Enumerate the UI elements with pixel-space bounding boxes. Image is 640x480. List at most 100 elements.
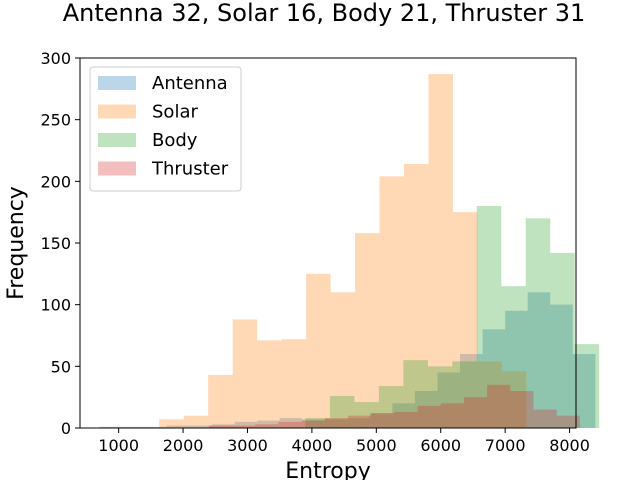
series-antenna <box>99 292 596 428</box>
bar <box>121 426 145 428</box>
bar <box>463 397 488 428</box>
bar <box>533 409 557 428</box>
bar <box>477 361 502 428</box>
y-tick-label: 200 <box>40 172 71 191</box>
y-axis-label: Frequency <box>4 186 29 300</box>
bar <box>279 418 303 428</box>
y-tick-label: 300 <box>40 49 71 68</box>
x-tick-label: 7000 <box>485 436 526 455</box>
bar <box>324 419 348 428</box>
bar <box>403 360 428 428</box>
series-solar <box>159 74 527 428</box>
bar <box>414 391 438 428</box>
legend-swatch <box>98 161 136 176</box>
bar <box>379 176 405 428</box>
y-tick-label: 50 <box>51 357 71 376</box>
bar <box>428 74 453 428</box>
bar <box>301 420 325 428</box>
bar <box>452 361 477 428</box>
legend-swatch <box>98 76 136 90</box>
bar <box>208 425 233 428</box>
bar <box>556 415 580 428</box>
bar <box>281 339 307 428</box>
bar <box>476 206 502 428</box>
bar <box>329 395 355 428</box>
bar <box>392 403 415 428</box>
x-tick-label: 1000 <box>98 436 139 455</box>
bar <box>257 420 280 428</box>
legend-label: Solar <box>152 102 198 123</box>
y-tick-label: 100 <box>40 296 71 315</box>
bar <box>302 419 325 428</box>
x-tick-label: 5000 <box>356 436 397 455</box>
chart-title: Antenna 32, Solar 16, Body 21, Thruster … <box>63 0 586 27</box>
bar <box>330 292 356 428</box>
y-axis: 0 50 100 150 200 250 300 <box>40 49 80 438</box>
series-thruster <box>208 384 580 428</box>
bar <box>482 329 506 428</box>
bar <box>232 319 258 428</box>
x-tick-label: 3000 <box>227 436 268 455</box>
legend-frame <box>89 66 242 192</box>
bar <box>460 354 483 428</box>
bar <box>159 419 184 428</box>
x-tick-label: 2000 <box>163 436 204 455</box>
legend-label: Body <box>152 130 198 151</box>
bar <box>355 233 380 428</box>
bar <box>510 391 534 428</box>
x-tick-label: 8000 <box>549 436 590 455</box>
bar <box>324 418 348 428</box>
bar <box>487 384 511 428</box>
bar <box>525 218 551 428</box>
bar <box>278 421 302 428</box>
bar <box>232 425 256 428</box>
bar <box>305 418 330 428</box>
bar <box>440 403 464 428</box>
bar <box>183 415 209 428</box>
bar <box>527 292 551 428</box>
bar <box>394 411 418 428</box>
bar <box>437 372 461 428</box>
bar <box>208 374 233 428</box>
bar <box>378 386 404 428</box>
bar <box>574 344 600 428</box>
bar <box>306 273 331 428</box>
bar <box>369 413 393 428</box>
bar <box>452 212 478 428</box>
bar <box>572 354 596 428</box>
bar <box>144 426 167 428</box>
bar <box>189 425 213 428</box>
bar <box>417 405 441 428</box>
bar <box>166 425 190 428</box>
bar <box>550 252 575 428</box>
y-tick-label: 250 <box>40 111 71 130</box>
legend-swatch <box>98 104 136 119</box>
legend: Antenna Solar Body Thruster <box>89 66 242 192</box>
x-axis: 1000 2000 3000 4000 5000 6000 7000 8000 <box>98 428 590 455</box>
bar <box>427 366 453 428</box>
legend-label: Antenna <box>152 73 228 94</box>
series-body <box>305 206 600 428</box>
bar <box>505 310 528 428</box>
bar <box>404 164 429 428</box>
legend-swatch <box>98 133 136 147</box>
x-tick-label: 4000 <box>292 436 333 455</box>
bar <box>354 402 379 428</box>
bar <box>257 340 282 428</box>
bar <box>501 286 526 428</box>
bar <box>371 413 395 428</box>
bars-layer <box>99 74 600 428</box>
y-tick-label: 150 <box>40 234 71 253</box>
legend-label: Thruster <box>151 159 229 180</box>
bar <box>347 418 370 428</box>
bar <box>501 371 527 428</box>
y-tick-label: 0 <box>61 419 71 438</box>
bar <box>347 415 372 428</box>
x-tick-label: 6000 <box>420 436 461 455</box>
x-axis-label: Entropy <box>285 459 370 480</box>
bar <box>234 421 258 428</box>
bar <box>255 424 279 428</box>
bar <box>550 304 573 428</box>
bar <box>212 424 235 428</box>
